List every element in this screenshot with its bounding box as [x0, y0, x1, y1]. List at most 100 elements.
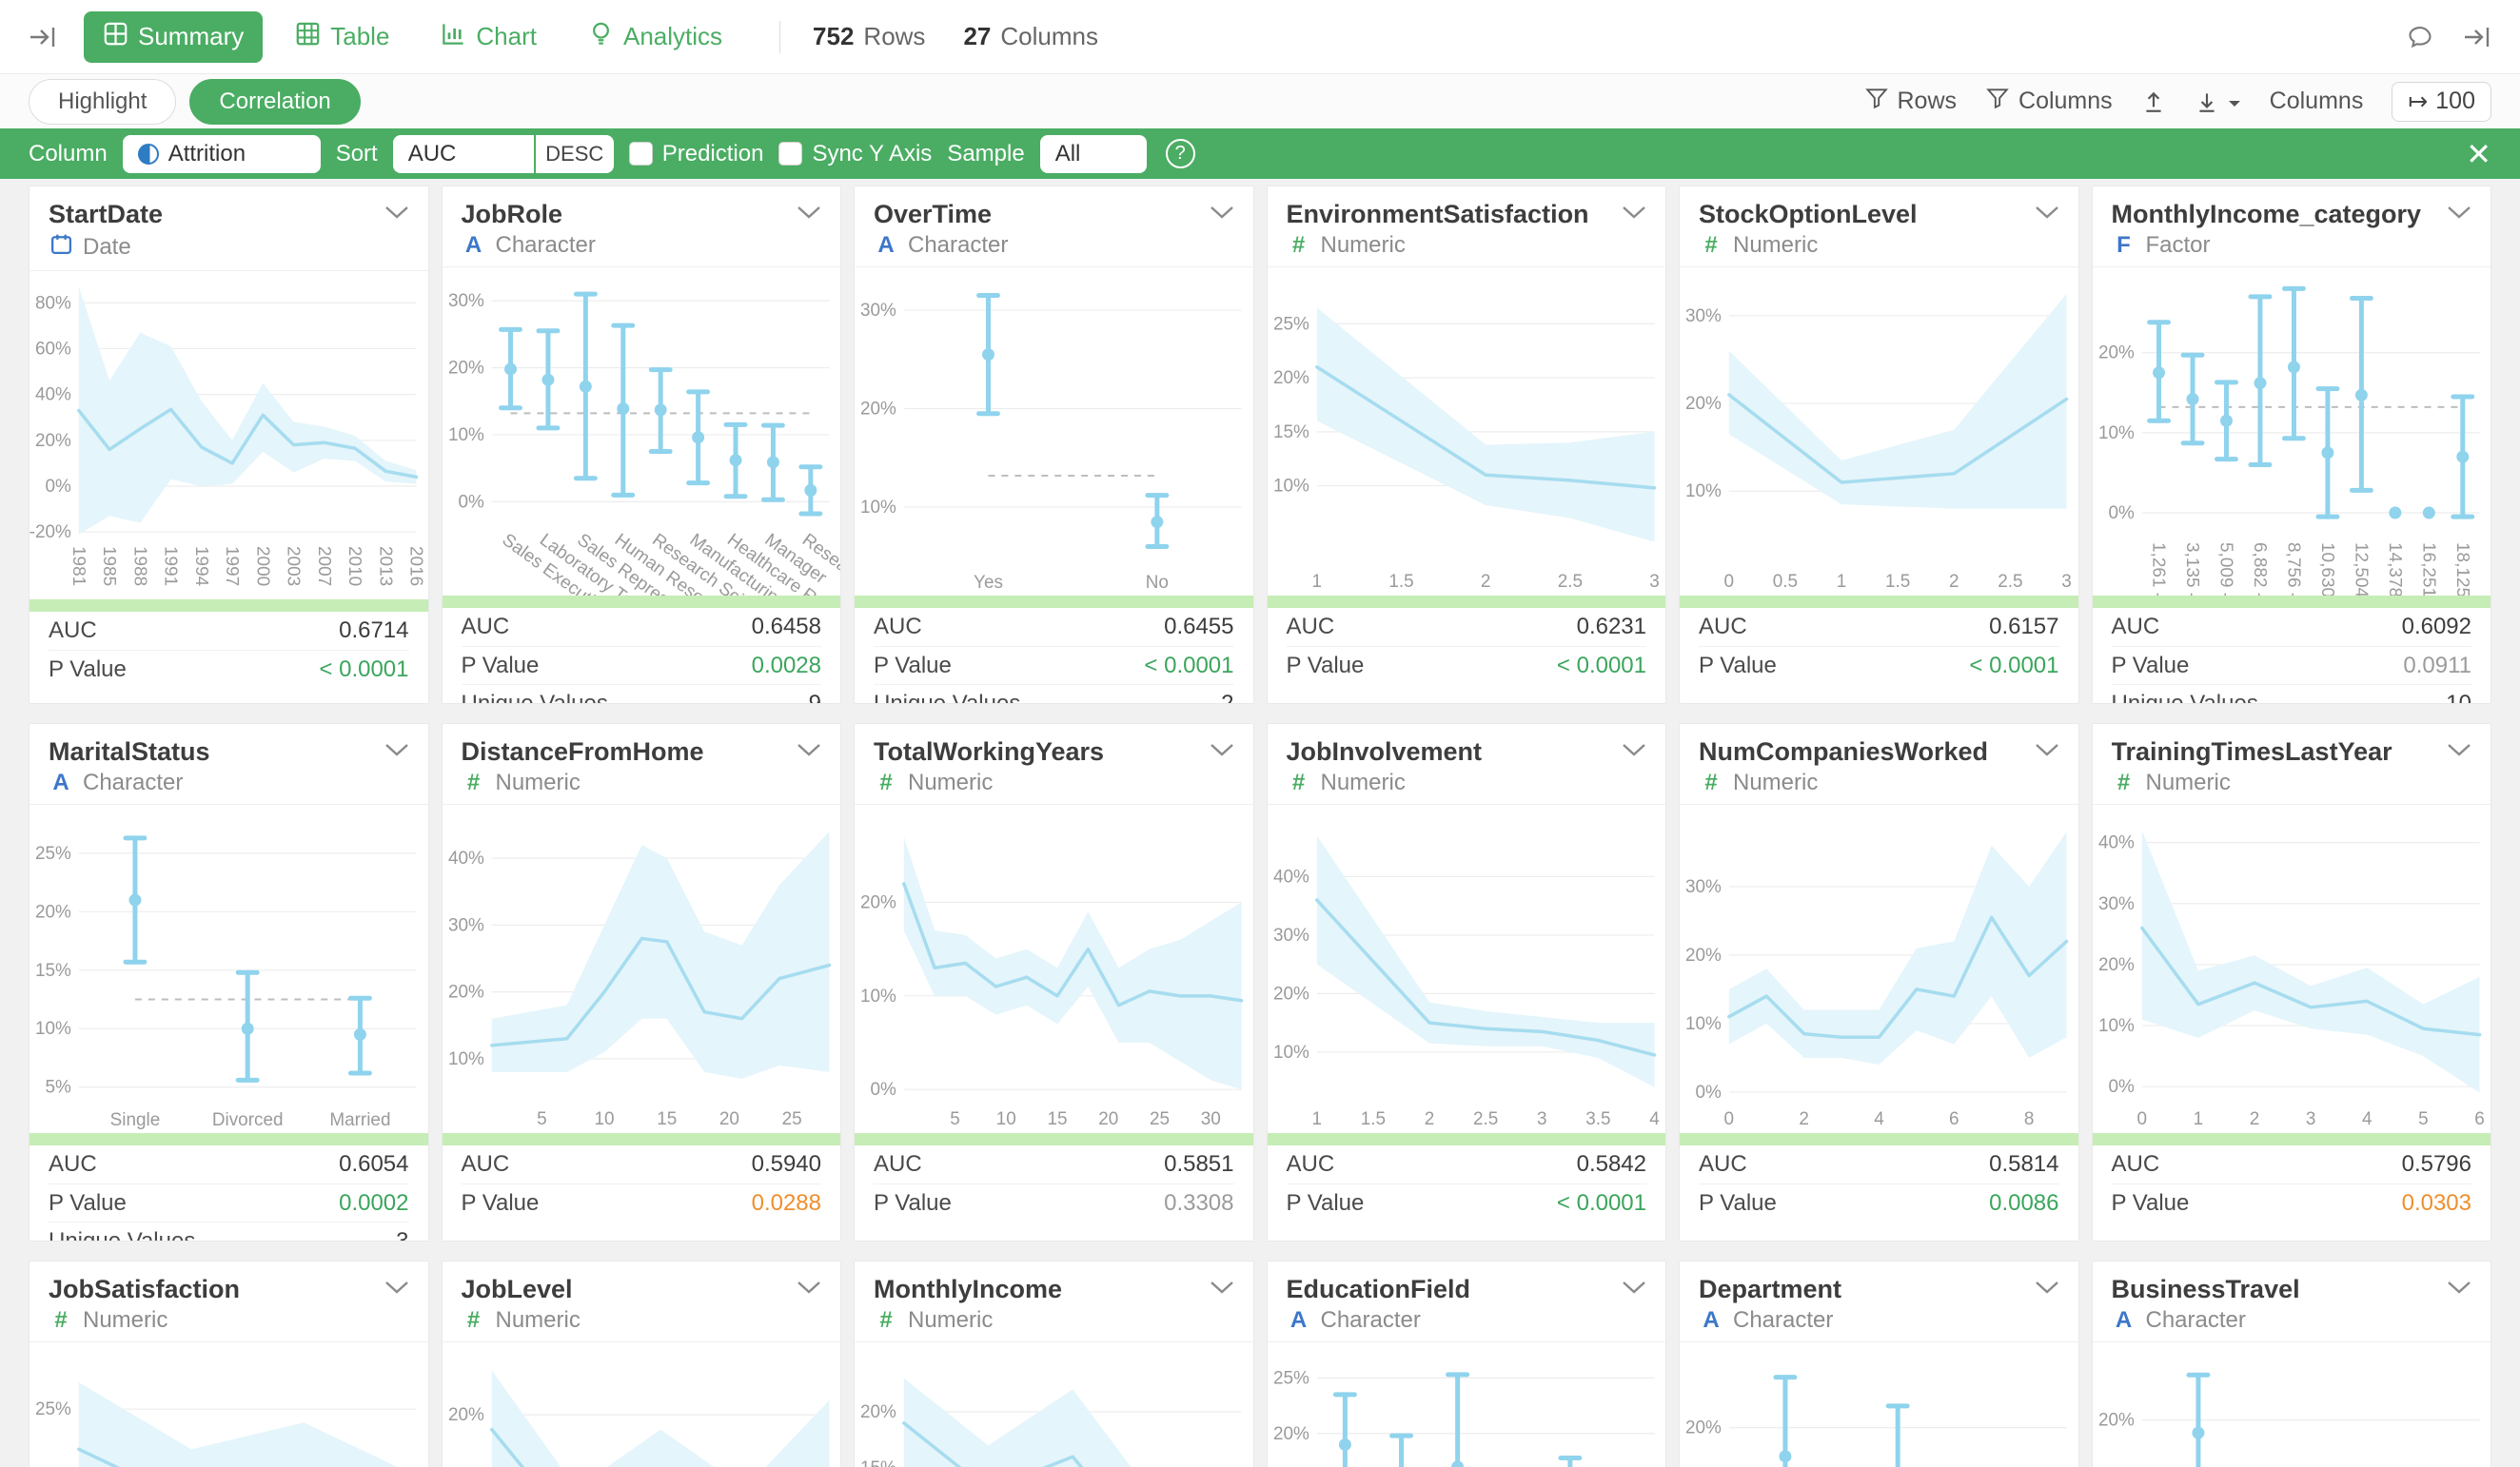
- comment-icon[interactable]: [2406, 24, 2434, 50]
- column-chart[interactable]: 10%15%20%25%11.522.53: [1268, 267, 1666, 596]
- character-icon: A: [2112, 1307, 2136, 1334]
- filter-columns-button[interactable]: Columns: [1985, 86, 2113, 117]
- numeric-icon: #: [462, 1307, 486, 1334]
- correlation-strength-bar: [30, 1133, 428, 1145]
- stat-row-auc: AUC0.6231: [1287, 608, 1647, 646]
- sync-y-axis-option[interactable]: Sync Y Axis: [778, 141, 932, 167]
- column-chart[interactable]: 10%15%20%51015: [855, 1342, 1253, 1467]
- svg-text:3.5: 3.5: [1585, 1109, 1610, 1129]
- tab-analytics[interactable]: Analytics: [569, 11, 741, 63]
- chevron-down-icon[interactable]: [1622, 1281, 1646, 1300]
- svg-text:30: 30: [1201, 1109, 1221, 1129]
- tab-table[interactable]: Table: [276, 11, 408, 63]
- chevron-down-icon[interactable]: [797, 205, 821, 225]
- svg-text:3: 3: [2061, 572, 2072, 592]
- chevron-down-icon[interactable]: [2035, 205, 2059, 225]
- svg-text:2: 2: [1949, 572, 1959, 592]
- column-chart[interactable]: 10%20%30%40%510152025: [443, 805, 841, 1133]
- prediction-checkbox[interactable]: [629, 142, 653, 166]
- column-stats: AUC0.6458P Value0.0028Unique Values9: [443, 608, 841, 704]
- tab-summary[interactable]: Summary: [84, 11, 263, 63]
- svg-text:25%: 25%: [35, 1399, 71, 1419]
- chevron-down-icon[interactable]: [1210, 1281, 1234, 1300]
- app-window: Summary Table Chart Analytics 752 Rows 2: [0, 0, 2520, 1467]
- tab-chart[interactable]: Chart: [422, 11, 556, 63]
- stat-row-p-value: P Value< 0.0001: [874, 646, 1234, 684]
- chevron-down-icon[interactable]: [797, 743, 821, 762]
- column-chart[interactable]: 15%20%Travel_FrequentlyTravel_RarelyNon-…: [2093, 1342, 2491, 1467]
- target-column-select[interactable]: Attrition: [123, 135, 321, 173]
- column-chart[interactable]: 10%15%20%25%1234: [30, 1342, 428, 1467]
- column-chart[interactable]: -20%0%20%40%60%80%1981198519881991199419…: [30, 271, 428, 599]
- column-chart[interactable]: 5%10%15%20%25%SingleDivorcedMarried: [30, 805, 428, 1133]
- svg-text:Divorced: Divorced: [212, 1110, 284, 1130]
- column-title: BusinessTravel: [2112, 1275, 2300, 1304]
- column-stats: AUC0.5796P Value0.0303: [2093, 1145, 2491, 1222]
- column-chart[interactable]: 10%20%30%YesNo: [855, 267, 1253, 596]
- chevron-down-icon[interactable]: [1210, 205, 1234, 225]
- column-chart[interactable]: 0%10%20%1,261 - 3,1343,135 - 5,0085,009 …: [2093, 267, 2491, 596]
- card-header: StartDate Date: [30, 186, 428, 271]
- chevron-down-icon[interactable]: [2035, 743, 2059, 762]
- svg-text:0%: 0%: [1695, 1083, 1721, 1103]
- column-chart[interactable]: 15%20%SalesHuman ResourcesResearch & Dev…: [1680, 1342, 2078, 1467]
- column-chart[interactable]: 0%10%20%30%40%0123456: [2093, 805, 2491, 1133]
- prediction-option[interactable]: Prediction: [629, 141, 764, 167]
- sample-select[interactable]: All: [1040, 135, 1147, 173]
- column-chart[interactable]: 10%15%20%25%Human ResourcesTechnical Deg…: [1268, 1342, 1666, 1467]
- column-title: MonthlyIncome_category: [2112, 200, 2422, 229]
- numeric-icon: #: [874, 770, 898, 796]
- chevron-down-icon[interactable]: [384, 743, 409, 762]
- stat-label: P Value: [2112, 653, 2190, 679]
- stat-label: Unique Values: [462, 691, 608, 705]
- divider: [779, 21, 780, 53]
- column-chart[interactable]: 0%10%20%51015202530: [855, 805, 1253, 1133]
- column-chart[interactable]: 10%20%30%00.511.522.53: [1680, 267, 2078, 596]
- stat-row-p-value: P Value< 0.0001: [1699, 646, 2059, 684]
- sync-y-axis-checkbox[interactable]: [778, 142, 802, 166]
- correlation-strength-bar: [30, 599, 428, 612]
- chevron-down-icon[interactable]: [2035, 1281, 2059, 1300]
- collapse-right-panel-icon[interactable]: [2463, 25, 2491, 49]
- correlation-strength-bar: [443, 596, 841, 608]
- column-summary-card: JobLevel # Numeric 10%15%20%12345: [442, 1261, 842, 1467]
- upload-icon[interactable]: [2141, 89, 2166, 114]
- svg-text:10%: 10%: [1685, 1014, 1722, 1034]
- correlation-mode-button[interactable]: Correlation: [189, 79, 360, 125]
- sort-direction-button[interactable]: DESC: [536, 135, 614, 173]
- column-chart[interactable]: 0%10%20%30%02468: [1680, 805, 2078, 1133]
- chevron-down-icon[interactable]: [1622, 205, 1646, 225]
- column-chart[interactable]: 10%20%30%40%11.522.533.54: [1268, 805, 1666, 1133]
- collapse-left-panel-icon[interactable]: [29, 25, 57, 49]
- close-icon[interactable]: ✕: [2466, 139, 2491, 169]
- card-header: NumCompaniesWorked # Numeric: [1680, 724, 2078, 805]
- column-type-label: Numeric: [908, 1307, 993, 1334]
- filter-rows-button[interactable]: Rows: [1864, 86, 1958, 117]
- correlation-strength-bar: [443, 1133, 841, 1145]
- column-chart[interactable]: 10%15%20%12345: [443, 1342, 841, 1467]
- svg-text:30%: 30%: [1272, 926, 1309, 946]
- column-summary-card: BusinessTravel A Character 15%20%Travel_…: [2092, 1261, 2492, 1467]
- column-chart[interactable]: 0%10%20%30%Sales ExecutiveLaboratory Tec…: [443, 267, 841, 596]
- chevron-down-icon[interactable]: [797, 1281, 821, 1300]
- chevron-down-icon[interactable]: [384, 205, 409, 225]
- chevron-down-icon[interactable]: [2447, 205, 2471, 225]
- download-menu-button[interactable]: [2195, 88, 2241, 115]
- sort-by-select[interactable]: AUC: [393, 135, 534, 173]
- calendar-icon: [49, 232, 73, 263]
- highlight-mode-button[interactable]: Highlight: [29, 79, 176, 125]
- svg-text:1985: 1985: [99, 546, 119, 586]
- columns-count: 27 Columns: [963, 22, 1098, 51]
- chevron-down-icon[interactable]: [1622, 743, 1646, 762]
- stat-row-auc: AUC0.5814: [1699, 1145, 2059, 1183]
- svg-text:20: 20: [1098, 1109, 1118, 1129]
- chevron-down-icon[interactable]: [1210, 743, 1234, 762]
- card-header: JobInvolvement # Numeric: [1268, 724, 1666, 805]
- help-icon[interactable]: ?: [1166, 139, 1195, 168]
- columns-width-control[interactable]: ↦ 100: [2392, 82, 2491, 122]
- chevron-down-icon[interactable]: [384, 1281, 409, 1300]
- chevron-down-icon[interactable]: [2447, 743, 2471, 762]
- stat-value: 0.6157: [1989, 614, 2058, 640]
- column-stats: AUC0.5940P Value0.0288: [443, 1145, 841, 1222]
- chevron-down-icon[interactable]: [2447, 1281, 2471, 1300]
